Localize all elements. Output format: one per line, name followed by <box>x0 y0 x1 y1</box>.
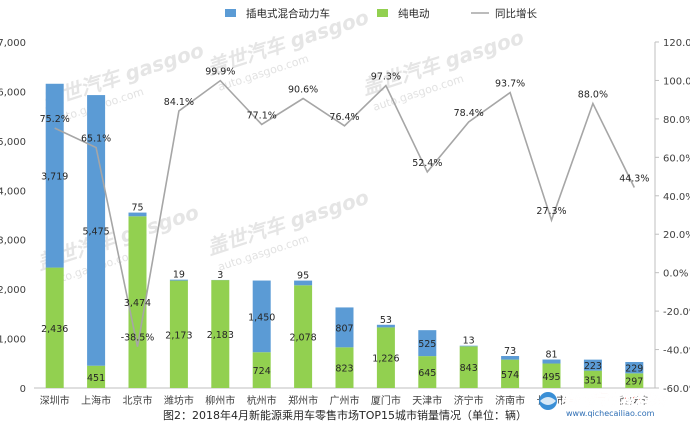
x-tick-label: 杭州市 <box>247 394 277 407</box>
x-tick-label: 北京市 <box>123 394 153 407</box>
logo-url: www.qichecailiao.com <box>566 409 655 418</box>
data-label-electric: 451 <box>87 373 105 384</box>
data-label-electric: 2,436 <box>41 324 68 335</box>
y-left-tick-label: 5,000 <box>0 137 26 148</box>
data-label-electric: 1,226 <box>372 354 399 365</box>
data-label-phev: 13 <box>463 336 475 347</box>
logo-name: 中国汽车材料网 <box>560 391 668 409</box>
y-right-tick-label: -60.0% <box>663 384 690 395</box>
x-tick-label: 柳州市 <box>205 394 235 407</box>
data-label-electric: 2,078 <box>289 333 316 344</box>
data-label-phev: 53 <box>380 315 392 326</box>
data-label-growth: 97.3% <box>371 72 401 83</box>
data-label-phev: 1,450 <box>248 312 275 323</box>
data-label-growth: 88.0% <box>578 90 608 101</box>
data-label-phev: 95 <box>297 271 309 282</box>
data-label-phev: 75 <box>131 203 143 214</box>
y-right-tick-label: 120.0% <box>663 38 690 49</box>
legend-swatch <box>225 9 236 17</box>
x-tick-label: 潍坊市 <box>164 394 194 407</box>
data-label-electric: 351 <box>584 375 602 386</box>
y-right-tick-label: 80.0% <box>663 115 690 126</box>
data-label-phev: 525 <box>418 339 436 350</box>
y-right-tick-label: 20.0% <box>663 230 690 241</box>
y-right-tick-label: -20.0% <box>663 307 690 318</box>
y-left-tick-label: 3,000 <box>0 236 26 247</box>
y-left-tick-label: 2,000 <box>0 285 26 296</box>
data-label-electric: 724 <box>253 366 271 377</box>
data-label-growth: 27.3% <box>536 206 566 217</box>
y-right-tick-label: 60.0% <box>663 153 690 164</box>
x-tick-label: 厦门市 <box>371 394 401 407</box>
data-label-growth: 44.3% <box>619 174 649 185</box>
data-label-phev: 3,719 <box>41 172 68 183</box>
legend-label: 同比增长 <box>495 7 537 20</box>
data-label-electric: 297 <box>625 377 643 388</box>
data-label-growth: 84.1% <box>164 97 194 108</box>
data-label-electric: 843 <box>460 363 478 374</box>
data-label-growth: 78.4% <box>454 108 484 119</box>
y-right-tick-label: -40.0% <box>663 346 690 357</box>
data-label-phev: 73 <box>504 346 516 357</box>
legend: 插电式混合动力车 纯电动 同比增长 <box>225 7 537 20</box>
y-right-tick-label: 100.0% <box>663 76 690 87</box>
x-tick-label: 济南市 <box>495 394 525 407</box>
data-label-electric: 2,183 <box>207 330 234 341</box>
data-label-growth: 52.4% <box>412 158 442 169</box>
data-label-growth: 93.7% <box>495 79 525 90</box>
y-right-tick-label: 0.0% <box>663 269 688 280</box>
x-tick-label: 上海市 <box>81 394 111 407</box>
data-label-electric: 645 <box>418 368 436 379</box>
data-label-electric: 574 <box>501 370 519 381</box>
y-left-tick-label: 6,000 <box>0 87 26 98</box>
data-label-electric: 823 <box>335 364 353 375</box>
data-label-growth: 77.1% <box>247 110 277 121</box>
data-label-phev: 19 <box>173 270 185 281</box>
x-tick-label: 深圳市 <box>40 394 70 407</box>
x-tick-label: 济宁市 <box>454 394 484 407</box>
legend-label: 插电式混合动力车 <box>246 7 330 20</box>
legend-label: 纯电动 <box>398 7 430 20</box>
data-label-electric: 495 <box>542 372 560 383</box>
data-label-growth: 65.1% <box>81 134 111 145</box>
x-tick-label: 广州市 <box>330 394 360 407</box>
data-label-electric: 3,474 <box>124 298 151 309</box>
data-label-phev: 5,475 <box>82 226 109 237</box>
x-tick-label: 天津市 <box>412 394 442 407</box>
x-tick-label: 郑州市 <box>288 394 318 407</box>
data-label-growth: 75.2% <box>40 114 70 125</box>
y-left-tick-label: 1,000 <box>0 335 26 346</box>
data-label-growth: 90.6% <box>288 85 318 96</box>
data-label-growth: 99.9% <box>205 67 235 78</box>
y-left-tick-label: 4,000 <box>0 186 26 197</box>
data-label-phev: 81 <box>545 350 557 361</box>
chart-caption: 图2：2018年4月新能源乘用车零售市场TOP15城市销量情况（单位：辆） <box>163 408 527 422</box>
data-label-phev: 3 <box>217 270 223 281</box>
data-label-phev: 807 <box>335 323 353 334</box>
data-label-growth: 76.4% <box>329 112 359 123</box>
legend-swatch <box>377 9 388 17</box>
y-left-tick-label: 0 <box>20 384 26 395</box>
data-label-growth: -38.5% <box>121 333 155 344</box>
y-left-tick-label: 7,000 <box>0 38 26 49</box>
data-label-electric: 2,173 <box>165 330 192 341</box>
y-right-tick-label: 40.0% <box>663 192 690 203</box>
data-label-phev: 229 <box>625 364 643 375</box>
data-label-phev: 223 <box>584 361 602 372</box>
